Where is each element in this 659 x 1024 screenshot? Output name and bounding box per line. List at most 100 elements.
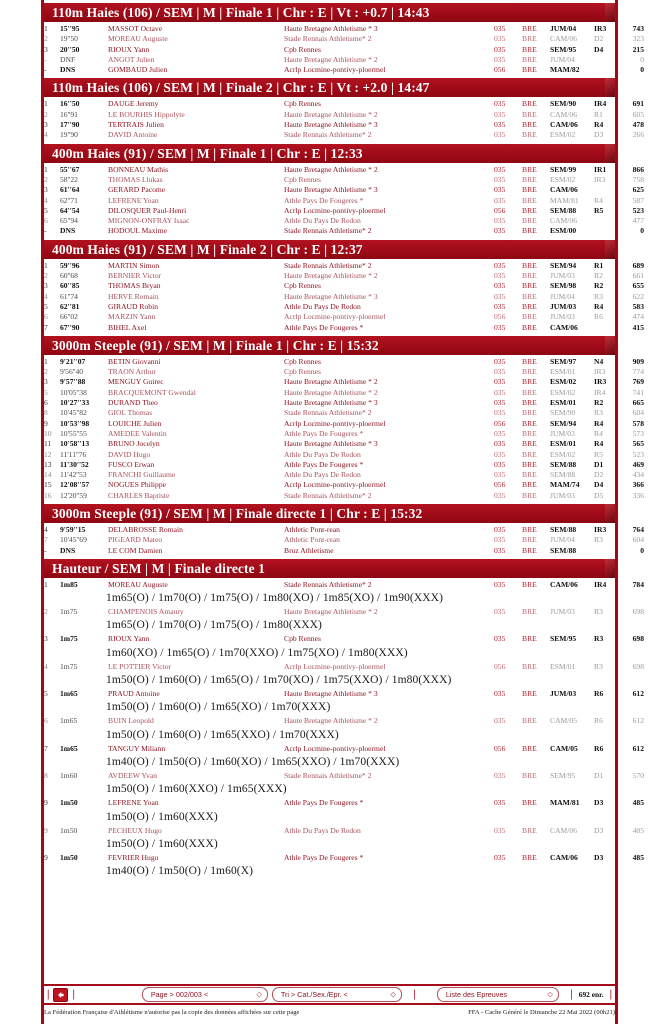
chevron-down-icon: ◇	[256, 991, 262, 998]
athlete-name: BONNEAU Mathis	[108, 164, 169, 174]
back-arrow-icon[interactable]	[53, 987, 69, 1002]
event-header: 400m Haies (91) / SEM | M | Finale 2 | C…	[44, 239, 615, 259]
league-code: BRE	[522, 65, 537, 75]
level-code: R6	[594, 716, 603, 726]
category-code: JUM/03	[550, 312, 575, 322]
table-row[interactable]: 4 61''74 HERVE Romain Haute Bretagne Athlet…	[44, 292, 644, 302]
table-row[interactable]: 7 1m65 TANGUY Miliann Acrlp Locmine-pontivy…	[44, 744, 644, 754]
table-row[interactable]: 4 19''90 DAVID Antoine Stade Rennais Athlet…	[44, 130, 644, 140]
athlete-name: BRUNO Jocelyn	[108, 439, 160, 449]
table-row[interactable]: - DNF ANGOT Julien Haute Bretagne Athletism…	[44, 55, 644, 65]
table-row[interactable]: 3 9'57''88 MENGUY Guirec Haute Bretagne Ath…	[44, 377, 644, 387]
page-selector[interactable]: Page > 002/003 < ◇	[141, 987, 268, 1002]
points-value: 366	[632, 480, 644, 490]
table-row[interactable]: 1 55''67 BONNEAU Mathis Haute Bretagne Athl…	[44, 165, 644, 175]
points-value: 622	[632, 291, 644, 301]
result-rank: 2	[44, 271, 48, 281]
result-rank: 2	[44, 109, 48, 119]
athlete-name: GOMBAUD Julien	[108, 65, 168, 75]
table-row[interactable]: 10 10'55''55 AMEDEE Valentin Athle Pays De …	[44, 429, 644, 439]
table-row[interactable]: 9 1m50 LEFRENE Yoan Athle Pays De Fougeres …	[44, 798, 644, 808]
table-row[interactable]: 3 20''50 RIOUX Yann Cpb Rennes 035 BRE SEM/95 D…	[44, 45, 644, 55]
level-code: D3	[594, 798, 604, 808]
attempt-detail-row: 1m65(O) / 1m70(O) / 1m75(O) / 1m80(XXX)	[44, 617, 644, 634]
attempt-detail-row: 1m50(O) / 1m60(XXX)	[44, 809, 644, 826]
table-row[interactable]: 14 11'42''53 FRANCHI Guillaume Athle Du Pay…	[44, 470, 644, 480]
table-row[interactable]: 6 65''94 MIGNON-ONFRAY Isaac Athle Du Pays …	[44, 216, 644, 226]
table-row[interactable]: 7 67''90 BIHEL Axel Athle Pays De Fougeres …	[44, 323, 644, 333]
sort-selector[interactable]: Tri > Cat./Sex./Epr. < ◇	[271, 987, 402, 1002]
athlete-club: Stade Rennais Athletisme* 2	[284, 408, 372, 418]
athlete-name: DELABROSSE Romain	[108, 524, 183, 534]
league-code: BRE	[522, 545, 537, 555]
table-row[interactable]: 5 1m65 PRAUD Antoine Haute Bretagne Athleti…	[44, 689, 644, 699]
department-code: 035	[494, 226, 506, 236]
table-row[interactable]: 6 10'27''33 DURAND Theo Haute Bretagne Athl…	[44, 398, 644, 408]
table-row[interactable]: 2 1m75 CHAMPENOIS Amaury Haute Bretagne Ath…	[44, 607, 644, 617]
table-row[interactable]: 9 1m50 PECHEUX Hugo Athle Du Pays De Redon 0…	[44, 826, 644, 836]
results-table: 4 9'59''15 DELABROSSE Romain Athletic Pont-…	[44, 525, 644, 556]
table-row[interactable]: 5 64''54 DILOSQUER Paul-Henri Acrlp Locmine…	[44, 206, 644, 216]
table-row[interactable]: 4 62''71 LEFRENE Yoan Athle Pays De Fougere…	[44, 196, 644, 206]
points-value: 583	[632, 301, 644, 311]
table-row[interactable]: 4 1m75 LE POTTIER Victor Acrlp Locmine-pont…	[44, 662, 644, 672]
attempt-sequence: 1m65(O) / 1m70(O) / 1m75(O) / 1m80(XXX)	[106, 619, 322, 632]
league-code: BRE	[522, 291, 537, 301]
table-row[interactable]: 9 10'53''98 LOUICHE Julien Acrlp Locmine-po…	[44, 419, 644, 429]
points-value: 689	[632, 260, 644, 270]
table-row[interactable]: 15 12'08''57 NOGUES Philippe Acrlp Locmine-…	[44, 480, 644, 490]
result-performance: 15''95	[60, 24, 80, 33]
table-row[interactable]: 6 66''02 MARZIN Yann Acrlp Locmine-pontivy-…	[44, 312, 644, 322]
table-row[interactable]: 3 61''64 GERARD Pacome Haute Bretagne Athle…	[44, 185, 644, 195]
result-rank: 9	[44, 798, 48, 808]
table-row[interactable]: 5 10'05''38 BRACQUEMONT Gwendal Haute Breta…	[44, 388, 644, 398]
table-row[interactable]: 3 60''85 THOMAS Bryan Cpb Rennes 035 BRE SEM/9…	[44, 281, 644, 291]
events-list-selector[interactable]: Liste des Epreuves ◇	[436, 987, 559, 1002]
table-row[interactable]: 9 1m50 FEVRIER Hugo Athle Pays De Fougeres …	[44, 853, 644, 863]
table-row[interactable]: 8 10'45''82 GIOL Thomas Stade Rennais Athle…	[44, 408, 644, 418]
table-row[interactable]: 2 9'56''40 TRAON Arthur Cpb Rennes 035 BRE ESM…	[44, 367, 644, 377]
table-row[interactable]: 1 59''96 MARTIN Simon Stade Rennais Athleti…	[44, 261, 644, 271]
table-row[interactable]: - DNS HODOUL Maxime Stade Rennais Athletism…	[44, 226, 644, 236]
table-row[interactable]: 1 9'21''07 BETIN Giovanni Cpb Rennes 035 BRE S…	[44, 357, 644, 367]
athlete-name: AMEDEE Valentin	[108, 428, 167, 438]
table-row[interactable]: 5 62''81 GIRAUD Robin Athle Du Pays De Redo…	[44, 302, 644, 312]
department-code: 035	[494, 377, 506, 387]
table-row[interactable]: 2 58''22 THOMAS Llukas Cpb Rennes 035 BRE ESM/…	[44, 175, 644, 185]
table-row[interactable]: 3 17''90 TERTRAIS Julien Haute Bretagne Ath…	[44, 120, 644, 130]
result-rank: -	[44, 65, 47, 75]
table-row[interactable]: 7 10'45''69 PIGEARD Mateo Athletic Pont-rea…	[44, 535, 644, 545]
athlete-name: GERARD Pacome	[108, 185, 166, 195]
table-row[interactable]: 16 12'20''59 CHARLES Baptiste Stade Rennais…	[44, 491, 644, 501]
athlete-club: Athle Du Pays De Redon	[284, 825, 361, 835]
table-row[interactable]: 12 11'11''76 DAVID Hugo Athle Du Pays De Re…	[44, 450, 644, 460]
department-code: 035	[494, 689, 506, 699]
table-row[interactable]: - DNS GOMBAUD Julien Acrlp Locmine-pontivy-…	[44, 65, 644, 75]
category-code: SEM/90	[550, 408, 576, 418]
table-row[interactable]: 2 16''91 LE BOURHIS Hippolyte Haute Bretagn…	[44, 110, 644, 120]
result-performance: 16''50	[60, 99, 80, 109]
table-row[interactable]: 4 9'59''15 DELABROSSE Romain Athletic Pont-…	[44, 525, 644, 535]
department-code: 035	[494, 34, 506, 44]
table-row[interactable]: 11 10'58''13 BRUNO Jocelyn Haute Bretagne A…	[44, 439, 644, 449]
athlete-name: THOMAS Bryan	[108, 281, 161, 291]
table-row[interactable]: 13 11'30''52 FUSCO Erwan Athle Pays De Foug…	[44, 460, 644, 470]
table-row[interactable]: 1 15''95 MASSOT Octave Haute Bretagne Athle…	[44, 24, 644, 34]
table-row[interactable]: 1 16''50 DAUGE Jeremy Cpb Rennes 035 BRE SEM/9…	[44, 99, 644, 109]
points-value: 661	[632, 271, 644, 281]
category-code: ESM/01	[550, 398, 577, 408]
result-rank: 5	[44, 387, 48, 397]
table-row[interactable]: 1 1m85 MOREAU Auguste Stade Rennais Athleti…	[44, 580, 644, 590]
level-code: IR4	[594, 387, 606, 397]
result-performance: 1m65	[60, 743, 78, 753]
level-code: D3	[594, 852, 604, 862]
level-code: D5	[594, 490, 604, 500]
footer-toolbar: | | Page > 002/003 < ◇ Tri > Cat./Sex./E…	[44, 984, 615, 1005]
table-row[interactable]: 6 1m65 BUIN Leopold Haute Bretagne Athletis…	[44, 716, 644, 726]
table-row[interactable]: 8 1m60 AVDEEW Yvan Stade Rennais Athletisme…	[44, 771, 644, 781]
table-row[interactable]: 2 60''68 BERNIER Victor Haute Bretagne Athl…	[44, 271, 644, 281]
table-row[interactable]: - DNS LE COM Damien Bruz Athletisme 035 BRE SE…	[44, 546, 644, 556]
result-performance: 58''22	[60, 174, 78, 184]
table-row[interactable]: 3 1m75 RIOUX Yann Cpb Rennes 035 BRE SEM/95 R3 6…	[44, 634, 644, 644]
table-row[interactable]: 2 19''50 MOREAU Auguste Stade Rennais Athle…	[44, 34, 644, 44]
